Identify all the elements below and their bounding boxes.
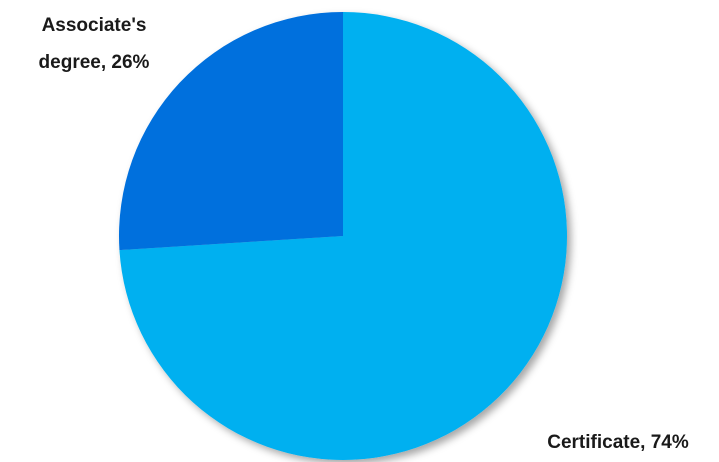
slice-label-associate-line2: degree, 26% [39,52,150,73]
slice-label-associate-line1: Associate's [42,15,147,36]
slice-label-certificate: Certificate, 74% [547,432,689,453]
pie-slice-associate-s-degree [119,12,343,251]
pie-slices [119,12,567,461]
pie-slice-certificate [119,12,567,461]
